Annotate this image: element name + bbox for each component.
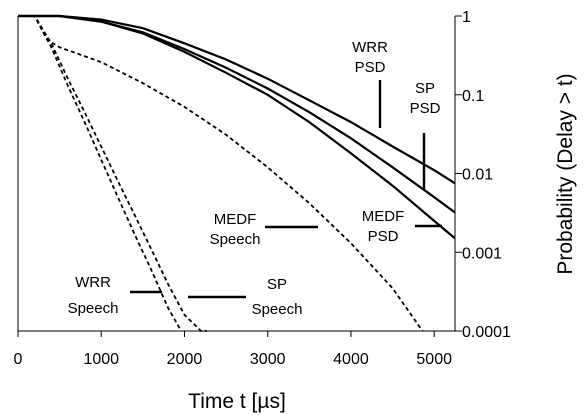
y-tick-label: 0.1 bbox=[462, 88, 484, 105]
annotation-line: Speech bbox=[210, 231, 261, 248]
annotation-line: WRR bbox=[352, 39, 388, 56]
series-wrr-psd bbox=[18, 14, 456, 185]
tick-labels: 0 1000 2000 3000 4000 5000 1 0.1 0.01 0.001 0.0001 bbox=[14, 9, 511, 368]
y-axis-title: Probability (Delay > t) bbox=[554, 73, 577, 274]
annotation-line: SP bbox=[415, 80, 435, 97]
x-tick-label: 4000 bbox=[333, 351, 369, 368]
y-tick-label: 0.001 bbox=[462, 245, 502, 262]
series-wrr-speech bbox=[18, 15, 182, 332]
annotation-line: PSD bbox=[355, 59, 386, 76]
curves bbox=[18, 14, 456, 332]
annotation-line: MEDF bbox=[214, 211, 257, 228]
x-tick-label: 3000 bbox=[250, 351, 286, 368]
x-tick-label: 0 bbox=[14, 351, 23, 368]
annotation-sp-speech: SP Speech bbox=[188, 276, 302, 318]
series-medf-psd bbox=[18, 14, 456, 240]
annotation-medf-psd: MEDF PSD bbox=[362, 208, 442, 245]
y-tick-label: 0.0001 bbox=[462, 324, 511, 341]
annotation-medf-speech: MEDF Speech bbox=[210, 211, 318, 248]
annotation-line: PSD bbox=[410, 100, 441, 117]
annotation-line: WRR bbox=[75, 274, 111, 291]
x-tick-label: 2000 bbox=[167, 351, 203, 368]
annotation-wrr-psd: WRR PSD bbox=[352, 39, 388, 128]
annotation-wrr-speech: WRR Speech bbox=[68, 274, 162, 317]
x-tick-label: 1000 bbox=[83, 351, 119, 368]
annotation-line: Speech bbox=[68, 300, 119, 317]
annotation-sp-psd: SP PSD bbox=[410, 80, 441, 189]
annotations: WRRPSDSPPSDMEDFPSDMEDFSpeechWRRSpeechSPS… bbox=[68, 39, 442, 318]
annotation-line: SP bbox=[267, 276, 287, 293]
annotation-line: Speech bbox=[252, 301, 303, 318]
y-tick-label: 0.01 bbox=[462, 167, 493, 184]
y-tick-label: 1 bbox=[462, 9, 471, 26]
annotation-line: MEDF bbox=[362, 208, 405, 225]
axes bbox=[17, 15, 462, 337]
x-tick-label: 5000 bbox=[416, 351, 452, 368]
series-sp-speech bbox=[18, 15, 207, 332]
x-axis-title: Time t [µs] bbox=[188, 390, 286, 413]
annotation-line: PSD bbox=[368, 228, 399, 245]
